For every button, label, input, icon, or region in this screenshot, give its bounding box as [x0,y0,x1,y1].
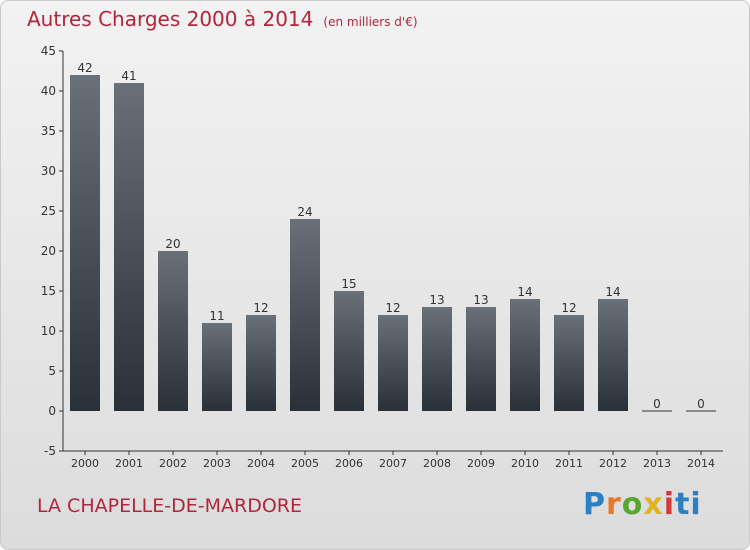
bar-2011 [554,315,584,411]
x-tick-label: 2008 [423,457,451,470]
x-tick-label: 2011 [555,457,583,470]
bar-2003 [202,323,232,411]
data-label: 24 [297,205,312,219]
y-tick-label: 5 [48,364,56,378]
data-label: 12 [385,301,400,315]
x-tick-label: 2007 [379,457,407,470]
chart-title: Autres Charges 2000 à 2014 (en milliers d… [27,7,418,31]
x-tick-label: 2012 [599,457,627,470]
y-tick-label: -5 [44,444,56,458]
x-tick-label: 2002 [159,457,187,470]
bar-2005 [290,219,320,411]
bar-2010 [510,299,540,411]
data-label: 20 [165,237,180,251]
x-tick-label: 2000 [71,457,99,470]
data-label: 12 [253,301,268,315]
y-tick-label: 35 [41,124,56,138]
data-label: 0 [653,397,661,411]
data-label: 0 [697,397,705,411]
bar-2009 [466,307,496,411]
proxiti-logo: Proxiti [583,487,702,522]
y-tick-label: 45 [41,44,56,58]
y-tick-label: 0 [48,404,56,418]
x-tick-label: 2009 [467,457,495,470]
data-label: 13 [429,293,444,307]
bar-2006 [334,291,364,411]
data-label: 11 [209,309,224,323]
data-label: 41 [121,69,136,83]
bar-2008 [422,307,452,411]
y-tick-label: 30 [41,164,56,178]
x-tick-label: 2006 [335,457,363,470]
x-tick-label: 2005 [291,457,319,470]
bar-2007 [378,315,408,411]
bar-2004 [246,315,276,411]
y-tick-label: 40 [41,84,56,98]
bar-2000 [70,75,100,411]
x-tick-label: 2013 [643,457,671,470]
chart-title-main: Autres Charges 2000 à 2014 [27,7,314,31]
x-tick-label: 2014 [687,457,715,470]
y-tick-label: 10 [41,324,56,338]
x-tick-label: 2010 [511,457,539,470]
bar-2001 [114,83,144,411]
y-tick-label: 15 [41,284,56,298]
y-tick-label: 20 [41,244,56,258]
data-label: 13 [473,293,488,307]
commune-name: LA CHAPELLE-DE-MARDORE [37,495,302,517]
x-tick-label: 2003 [203,457,231,470]
data-label: 15 [341,277,356,291]
x-tick-label: 2001 [115,457,143,470]
data-label: 14 [517,285,532,299]
data-label: 12 [561,301,576,315]
bar-2002 [158,251,188,411]
chart-title-unit: (en milliers d'€) [323,15,418,29]
data-label: 14 [605,285,620,299]
data-label: 42 [77,61,92,75]
y-tick-label: 25 [41,204,56,218]
x-tick-label: 2004 [247,457,275,470]
bar-2012 [598,299,628,411]
